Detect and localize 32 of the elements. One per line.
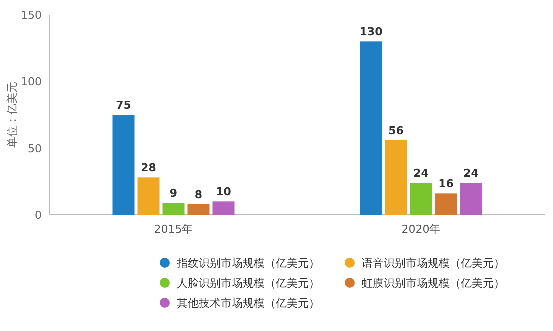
- legend-label: 语音识别市场规模（亿美元）: [362, 257, 505, 270]
- data-label: 75: [116, 99, 132, 112]
- data-label: 16: [438, 178, 454, 191]
- data-label: 24: [464, 167, 480, 180]
- y-tick-label: 150: [21, 9, 42, 22]
- legend-label: 人脸识别市场规模（亿美元）: [177, 277, 320, 290]
- bar: [410, 183, 432, 215]
- legend-label: 指纹识别市场规模（亿美元）: [176, 257, 320, 270]
- bar: [112, 115, 135, 215]
- data-label: 8: [194, 188, 203, 202]
- data-label: 56: [388, 124, 404, 138]
- bar: [460, 183, 482, 215]
- bar: [162, 203, 185, 215]
- data-label: 28: [141, 162, 156, 175]
- data-label: 10: [216, 186, 232, 199]
- bar: [212, 202, 235, 215]
- y-axis-title: 单位：亿美元: [6, 82, 19, 148]
- y-tick-label: 100: [21, 76, 42, 89]
- x-tick-label: 2015年: [154, 223, 194, 236]
- legend-label: 虹膜识别市场规模（亿美元）: [362, 277, 505, 290]
- bar: [138, 178, 160, 215]
- data-label: 9: [170, 187, 178, 200]
- y-tick-label: 0: [35, 209, 42, 222]
- x-tick-label: 2020年: [402, 223, 441, 236]
- y-tick-label: 50: [28, 142, 42, 156]
- bar: [360, 42, 382, 215]
- bar: [435, 194, 458, 215]
- bar: [188, 204, 210, 215]
- legend-label: 其他技术市场规模（亿美元）: [177, 297, 320, 310]
- data-label: 24: [414, 167, 430, 180]
- bar: [385, 140, 408, 215]
- data-label: 130: [360, 26, 384, 39]
